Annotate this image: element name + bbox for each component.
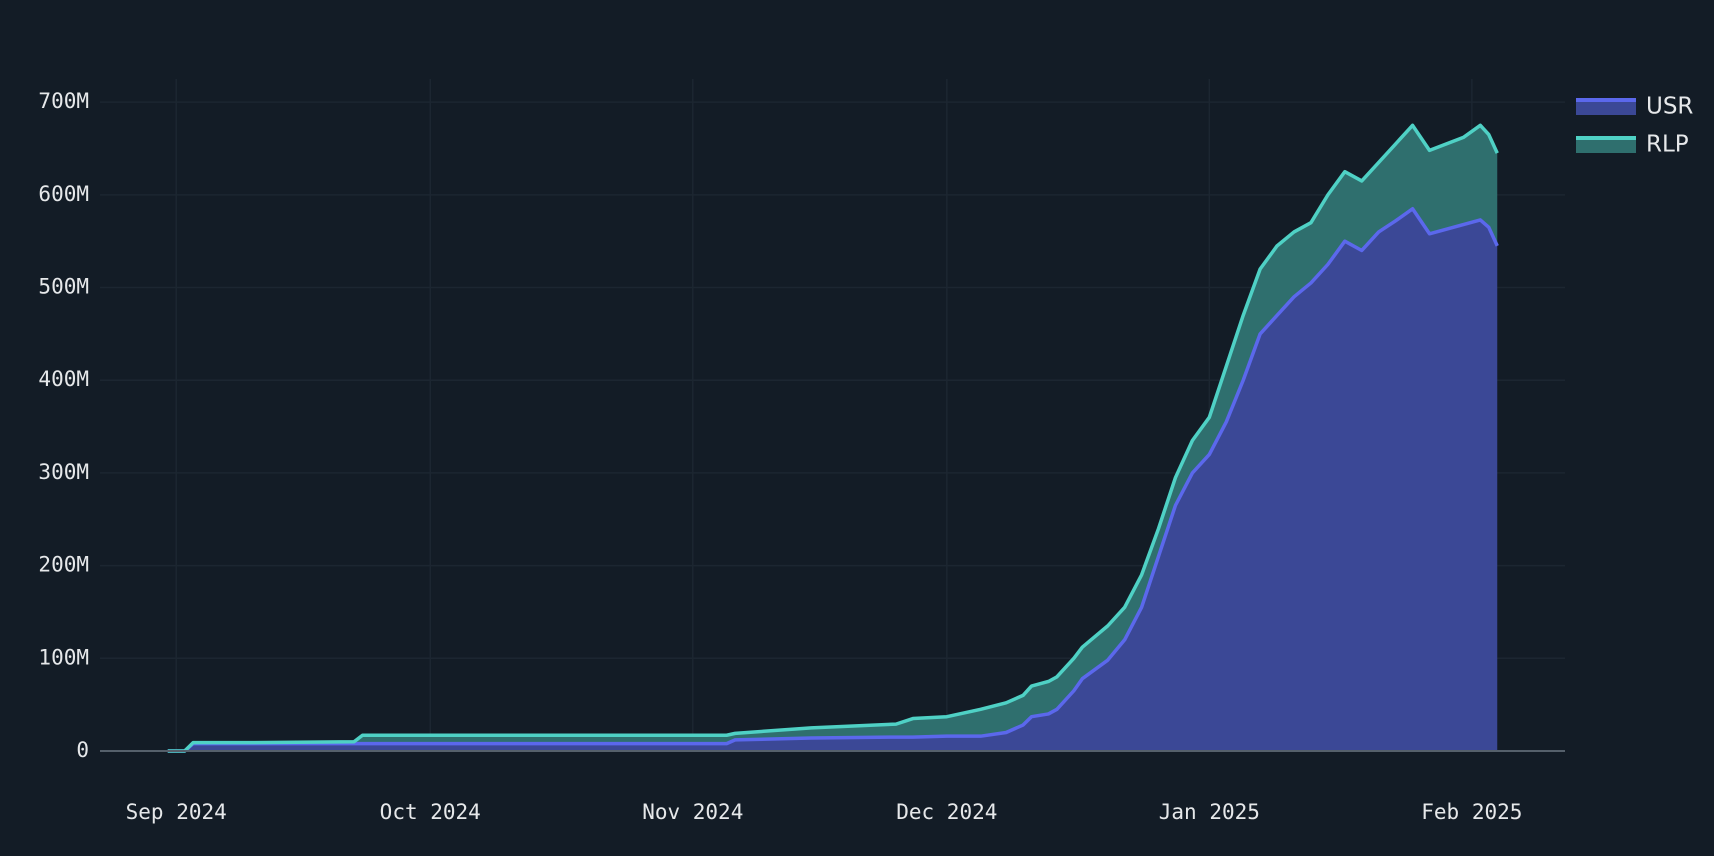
legend-label: USR [1646, 94, 1693, 120]
line [167, 123, 1499, 753]
y-tick-label: 300M [38, 460, 89, 484]
x-tick-label: Jan 2025 [1159, 800, 1260, 824]
y-tick-label: 400M [38, 367, 89, 391]
area [167, 208, 1498, 752]
y-tick-label: 700M [38, 89, 89, 113]
y-tick-label: 100M [38, 645, 89, 669]
x-tick-label: Feb 2025 [1421, 800, 1522, 824]
x-tick-label: Oct 2024 [380, 800, 481, 824]
y-tick-label: 0 [76, 738, 89, 762]
x-tick-label: Sep 2024 [126, 800, 227, 824]
line [167, 207, 1499, 753]
y-tick-label: 600M [38, 182, 89, 206]
legend-swatch [1576, 137, 1636, 153]
x-tick-label: Nov 2024 [642, 800, 743, 824]
legend-swatch [1576, 99, 1636, 115]
legend-label: RLP [1646, 132, 1689, 158]
x-tick-label: Dec 2024 [896, 800, 997, 824]
area [167, 125, 1498, 751]
y-tick-label: 200M [38, 553, 89, 577]
y-tick-label: 500M [38, 275, 89, 299]
